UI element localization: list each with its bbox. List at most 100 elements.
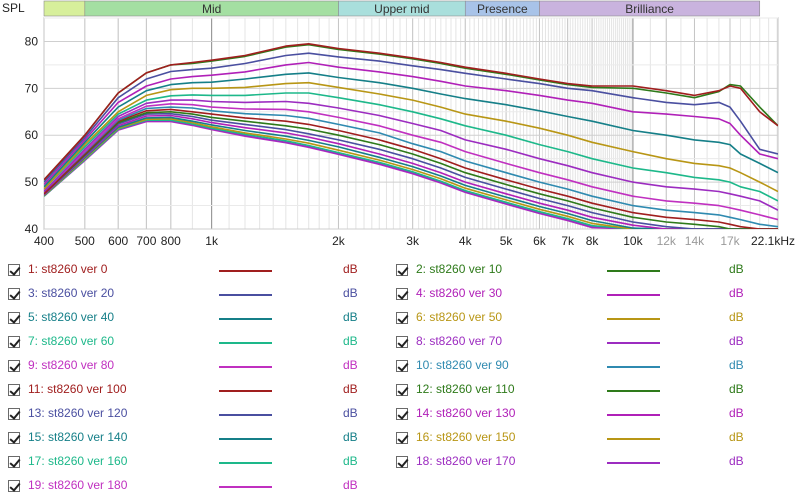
series-checkbox[interactable] (8, 360, 20, 372)
series-unit: dB (343, 358, 358, 372)
series-unit: dB (343, 382, 358, 396)
series-swatch (219, 342, 272, 344)
x-tick-label: 12k (657, 234, 677, 248)
series-swatch (607, 438, 660, 440)
series-checkbox[interactable] (8, 432, 20, 444)
series-label: 3: st8260 ver 20 (28, 286, 115, 300)
band (539, 0, 761, 17)
series-swatch (607, 342, 660, 344)
series-label: 11: st8260 ver 100 (28, 382, 127, 396)
series-checkbox[interactable] (8, 408, 20, 420)
series-swatch (219, 438, 272, 440)
y-tick-label: 80 (25, 34, 39, 48)
x-tick-label: 2k (332, 234, 346, 248)
frequency-response-chart: SPL Mid Upper mid Presence Brilliance 40 50 60 7… (2, 0, 795, 248)
series-unit: dB (729, 430, 744, 444)
series-unit: dB (343, 454, 358, 468)
series-unit: dB (343, 430, 358, 444)
series-unit: dB (729, 262, 744, 276)
series-swatch (219, 318, 272, 320)
x-tick-label: 800 (161, 234, 181, 248)
series-line (44, 116, 778, 229)
series-checkbox[interactable] (396, 264, 408, 276)
series-label: 4: st8260 ver 30 (416, 286, 503, 300)
series-unit: dB (343, 286, 358, 300)
series-checkbox[interactable] (396, 408, 408, 420)
series-label: 10: st8260 ver 90 (416, 358, 509, 372)
series-unit: dB (343, 262, 358, 276)
series-label: 6: st8260 ver 50 (416, 310, 503, 324)
series-checkbox[interactable] (8, 288, 20, 300)
series-checkbox[interactable] (396, 384, 408, 396)
x-tick-label: 10k (623, 234, 643, 248)
x-tick-label: 7k (561, 234, 575, 248)
series-unit: dB (343, 334, 358, 348)
series-swatch (219, 294, 272, 296)
series-checkbox[interactable] (396, 288, 408, 300)
band-label: Brilliance (625, 2, 674, 16)
series-swatch (607, 270, 660, 272)
series-checkbox[interactable] (8, 456, 20, 468)
series-checkbox[interactable] (396, 360, 408, 372)
series-line (44, 52, 778, 183)
band-label: Presence (477, 2, 528, 16)
series-line (44, 111, 778, 229)
x-tick-label: 700 (136, 234, 156, 248)
series-line (44, 119, 778, 229)
series-swatch (607, 294, 660, 296)
series-unit: dB (729, 334, 744, 348)
x-tick-label: 5k (500, 234, 514, 248)
x-tick-label: 3k (406, 234, 420, 248)
band (43, 0, 86, 17)
series-swatch (607, 318, 660, 320)
band-label: Mid (202, 2, 221, 16)
series-line (44, 108, 778, 229)
y-tick-label: 50 (25, 175, 39, 189)
series-label: 17: st8260 ver 160 (28, 454, 128, 468)
x-tick-label: 500 (75, 234, 95, 248)
y-tick-label: 70 (25, 81, 39, 95)
series-line (44, 106, 778, 228)
series-checkbox[interactable] (8, 336, 20, 348)
x-tick-label: 400 (34, 234, 54, 248)
series-swatch (219, 486, 272, 488)
series-label: 16: st8260 ver 150 (416, 430, 516, 444)
series-unit: dB (729, 406, 744, 420)
series-swatch (607, 390, 660, 392)
series-line (44, 118, 778, 229)
series-swatch (219, 390, 272, 392)
series-unit: dB (729, 382, 744, 396)
series-checkbox[interactable] (396, 456, 408, 468)
series-label: 7: st8260 ver 60 (28, 334, 115, 348)
series-checkbox[interactable] (8, 312, 20, 324)
series-label: 18: st8260 ver 170 (416, 454, 516, 468)
x-tick-label: 4k (459, 234, 473, 248)
y-axis-label: SPL (2, 1, 25, 15)
series-label: 15: st8260 ver 140 (28, 430, 128, 444)
series-label: 19: st8260 ver 180 (28, 478, 128, 492)
series-label: 1: st8260 ver 0 (28, 262, 108, 276)
series-line (44, 42, 778, 181)
series-swatch (219, 414, 272, 416)
series-label: 9: st8260 ver 80 (28, 358, 115, 372)
series-checkbox[interactable] (396, 312, 408, 324)
series-swatch (219, 270, 272, 272)
series-checkbox[interactable] (8, 264, 20, 276)
series-unit: dB (729, 286, 744, 300)
series-legend: 1: st8260 ver 0 dB 2: st8260 ver 10 dB 3: st… (0, 258, 800, 502)
x-tick-label: 600 (108, 234, 128, 248)
x-tick-label: 17k (720, 234, 740, 248)
series-label: 8: st8260 ver 70 (416, 334, 503, 348)
chart-svg: SPL Mid Upper mid Presence Brilliance 40 50 60 7… (2, 0, 795, 248)
series-checkbox[interactable] (8, 384, 20, 396)
series-line (44, 114, 778, 229)
series-checkbox[interactable] (396, 336, 408, 348)
series-label: 2: st8260 ver 10 (416, 262, 503, 276)
series-unit: dB (729, 310, 744, 324)
series-unit: dB (343, 310, 358, 324)
series-label: 13: st8260 ver 120 (28, 406, 128, 420)
series-checkbox[interactable] (8, 480, 20, 492)
x-tick-label: 8k (586, 234, 600, 248)
series-checkbox[interactable] (396, 432, 408, 444)
band-label: Upper mid (374, 2, 429, 16)
